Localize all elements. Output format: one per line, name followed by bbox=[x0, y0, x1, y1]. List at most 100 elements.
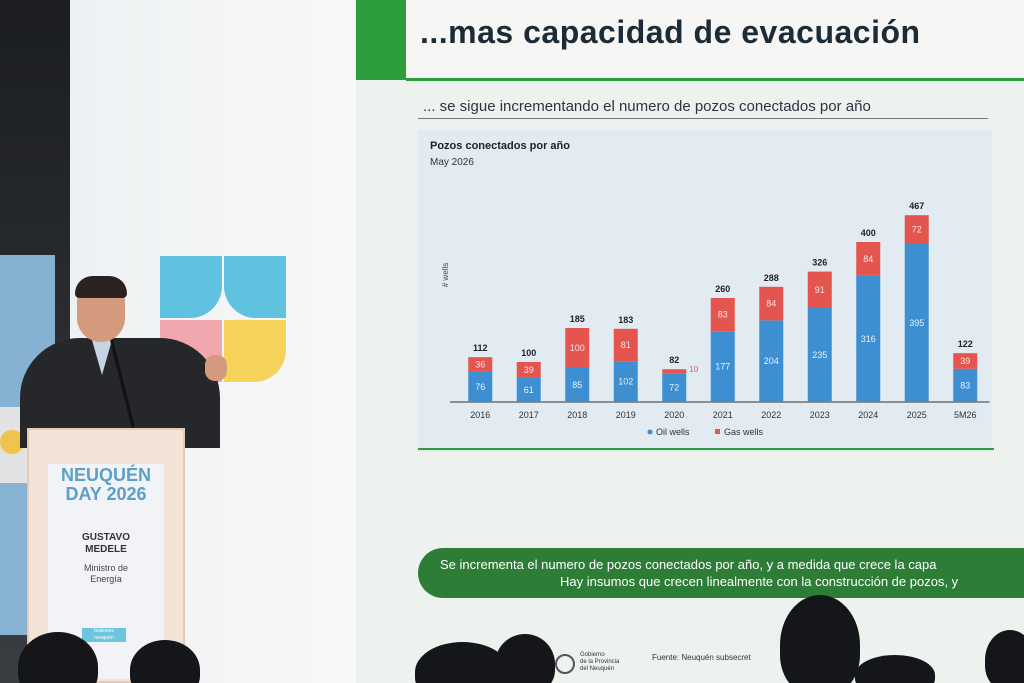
speaker-hand bbox=[205, 355, 227, 381]
x-tick-label: 2016 bbox=[470, 410, 490, 420]
bar-gas-wells bbox=[856, 242, 881, 276]
x-tick-label: 2017 bbox=[519, 410, 539, 420]
banner-text-line2: Hay insumos que crecen linealmente con l… bbox=[560, 574, 959, 589]
logo-quadrant-yellow bbox=[224, 320, 286, 382]
legend-gas-marker bbox=[715, 429, 720, 434]
total-value-label: 326 bbox=[812, 258, 827, 268]
event-name: NEUQUÉN DAY 2026 bbox=[52, 466, 160, 504]
business-neuquen-badge: business neuquén bbox=[82, 628, 126, 642]
bar-gas-wells bbox=[565, 328, 590, 368]
bar-oil-wells bbox=[807, 308, 832, 402]
bar-gas-wells bbox=[759, 286, 784, 321]
bar-oil-wells bbox=[516, 377, 541, 402]
logo-quadrant-blue-left bbox=[160, 256, 222, 318]
audience-head bbox=[780, 595, 860, 683]
bar-gas-wells bbox=[516, 362, 541, 378]
gas-value-label: 72 bbox=[912, 225, 922, 235]
gas-value-label: 39 bbox=[524, 365, 534, 375]
bar-gas-wells bbox=[613, 328, 638, 362]
audience-head bbox=[855, 655, 935, 683]
total-value-label: 185 bbox=[570, 314, 585, 324]
x-tick-label: 2025 bbox=[907, 410, 927, 420]
legend-gas-label: Gas wells bbox=[724, 427, 764, 437]
oil-value-label: 76 bbox=[475, 382, 485, 392]
speaker-first-name: GUSTAVO bbox=[82, 532, 130, 543]
x-tick-label: 2019 bbox=[616, 410, 636, 420]
audience-head bbox=[495, 634, 555, 683]
oil-value-label: 395 bbox=[909, 318, 924, 328]
speaker-last-name: MEDELE bbox=[85, 544, 127, 555]
total-value-label: 467 bbox=[909, 201, 924, 211]
gov-text-line1: Gobierno bbox=[580, 652, 605, 658]
slide-source: Fuente: Neuquén subsecret bbox=[652, 653, 751, 662]
x-tick-label: 5M26 bbox=[954, 410, 977, 420]
subtitle-underline bbox=[418, 118, 988, 119]
logo-quadrant-blue-right bbox=[224, 256, 286, 318]
government-seal-icon bbox=[555, 654, 575, 674]
bar-oil-wells bbox=[662, 373, 687, 402]
bar-oil-wells bbox=[565, 368, 590, 402]
gas-value-label: 91 bbox=[815, 285, 825, 295]
speaker-role-line1: Ministro de bbox=[83, 563, 128, 573]
x-tick-label: 2021 bbox=[713, 410, 733, 420]
oil-value-label: 235 bbox=[812, 350, 827, 360]
x-tick-label: 2024 bbox=[858, 410, 878, 420]
slide-green-tab bbox=[356, 0, 406, 80]
total-value-label: 100 bbox=[521, 348, 536, 358]
total-value-label: 288 bbox=[764, 273, 779, 283]
oil-value-label: 204 bbox=[764, 356, 779, 366]
chart-bottom-rule bbox=[418, 448, 994, 450]
gas-value-label: 84 bbox=[863, 254, 873, 264]
total-value-label: 82 bbox=[669, 355, 679, 365]
total-value-label: 400 bbox=[861, 228, 876, 238]
government-logo-text: Gobierno de la Provincia del Neuquén bbox=[580, 652, 630, 673]
event-name-line2: DAY 2026 bbox=[65, 484, 147, 504]
bar-oil-wells bbox=[856, 275, 881, 402]
chart-title: Pozos conectados por año bbox=[430, 140, 570, 152]
banner-text-line1: Se incrementa el numero de pozos conecta… bbox=[440, 557, 937, 572]
bar-gas-wells bbox=[468, 357, 493, 372]
event-name-line1: NEUQUÉN bbox=[60, 465, 151, 485]
audience-head bbox=[130, 640, 200, 683]
badge-line2: neuquén bbox=[94, 635, 114, 641]
y-axis-label: # wells bbox=[441, 263, 450, 287]
slide-title-band bbox=[406, 0, 1024, 81]
bar-gas-wells bbox=[807, 271, 832, 308]
gov-text-line3: del Neuquén bbox=[580, 666, 615, 672]
total-value-label: 122 bbox=[958, 339, 973, 349]
gas-value-label: 83 bbox=[718, 310, 728, 320]
oil-value-label: 83 bbox=[960, 380, 970, 390]
gas-value-label: 81 bbox=[621, 340, 631, 350]
gas-value-label: 84 bbox=[766, 299, 776, 309]
oil-value-label: 61 bbox=[524, 385, 534, 395]
speaker-role: Ministro de Energía bbox=[52, 563, 160, 585]
x-tick-label: 2022 bbox=[761, 410, 781, 420]
x-tick-label: 2023 bbox=[810, 410, 830, 420]
total-value-label: 112 bbox=[473, 343, 488, 353]
bar-gas-wells bbox=[953, 353, 978, 369]
bar-gas-wells bbox=[662, 369, 687, 374]
bar-gas-wells bbox=[710, 298, 735, 332]
gas-value-label: 36 bbox=[475, 359, 485, 369]
oil-value-label: 72 bbox=[669, 383, 679, 393]
slide-title: ...mas capacidad de evacuación bbox=[420, 14, 921, 50]
legend-oil-marker bbox=[647, 429, 653, 435]
bar-oil-wells bbox=[613, 361, 638, 402]
legend-oil-label: Oil wells bbox=[656, 427, 690, 437]
oil-value-label: 177 bbox=[715, 362, 730, 372]
speaker-hair bbox=[75, 276, 127, 298]
x-tick-label: 2020 bbox=[664, 410, 684, 420]
total-value-label: 183 bbox=[618, 315, 633, 325]
badge-line1: business bbox=[94, 628, 114, 634]
wells-bar-chart: # wells 76 36 112 2016 61 39 100 2017 85 100 185 201… bbox=[441, 201, 990, 437]
oil-value-label: 102 bbox=[618, 377, 633, 387]
slide-banner bbox=[418, 548, 1024, 598]
audience-head bbox=[18, 632, 98, 683]
slide-subtitle: ... se sigue incrementando el numero de … bbox=[423, 98, 871, 115]
gas-value-label: 39 bbox=[960, 356, 970, 366]
bar-oil-wells bbox=[904, 244, 929, 402]
chart-panel bbox=[418, 130, 992, 452]
oil-value-label: 316 bbox=[861, 334, 876, 344]
chart-subtitle: May 2026 bbox=[430, 157, 474, 168]
